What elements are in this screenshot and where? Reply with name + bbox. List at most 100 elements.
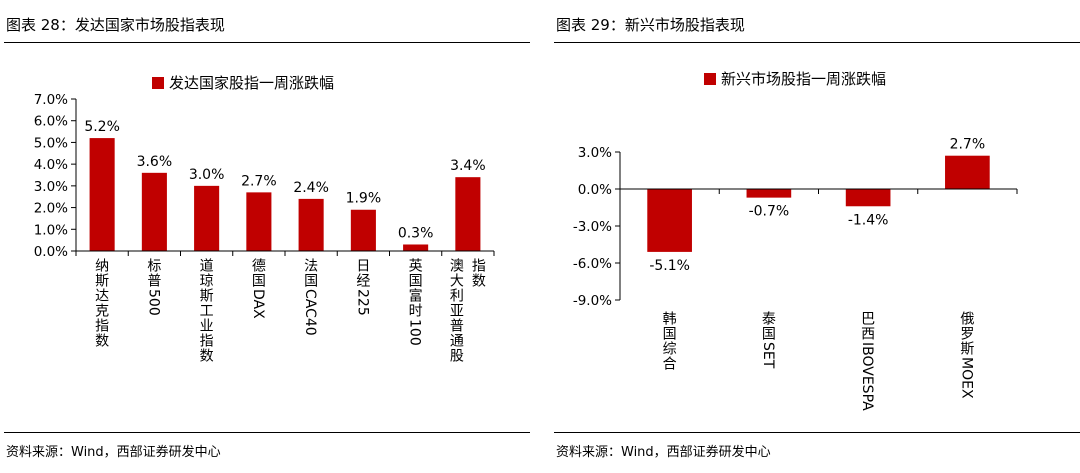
em-category-label-char: 韩 [663,311,677,327]
em-category-label-run: IBOVESPA [859,342,875,411]
dev-category-label-char: 克 [95,303,109,319]
figure-29-title: 图表 29：新兴市场股指表现 [556,16,745,34]
em-category-label-char: 西 [861,326,875,342]
dev-category-label-char: 国 [252,273,266,289]
dev-category-label-char: 斯 [200,288,214,304]
figure-28-source: 资料来源：Wind，西部证券研发中心 [6,445,221,460]
em-bar [647,189,692,252]
dev-category-label-run: 225 [354,289,370,316]
dev-category-label-char: 通 [450,333,464,349]
em-bar [845,189,891,207]
em-category-label-run: SET [760,342,776,369]
dev-data-label: 5.2% [84,119,120,135]
dev-y-tick-label: 2.0% [34,201,68,217]
dev-category-label-char: 大 [450,273,464,289]
dev-bar [141,172,167,251]
dev-category-label-char: 普 [147,273,161,289]
emerging-markets-bar-chart: 新兴市场股指一周涨跌幅 -9.0% -6.0% -3.0% 0.0% 3.0% -5.1% -… [573,70,1018,411]
em-y-tick-label: 3.0% [578,145,612,161]
em-category-label-char: 巴 [861,311,875,327]
dev-category-label-char: 普 [450,318,464,334]
dev-data-label: 2.4% [293,180,329,196]
em-category-label-char: 斯 [960,341,974,357]
dev-category-label-char: 数 [95,333,109,349]
em-legend-swatch [704,73,716,85]
dev-category-label-run: DAX [250,289,266,319]
dev-category-label-char: 道 [200,258,214,274]
dev-data-label: 0.3% [398,225,434,241]
dev-data-label: 2.7% [241,173,277,189]
dev-category-label-run: 100 [407,319,423,346]
dev-category-label-char: 时 [409,303,423,319]
em-bar [945,155,990,189]
dev-data-label: 1.9% [346,191,382,207]
dev-category-label-run: 500 [145,289,161,316]
em-y-tick-label: 0.0% [578,182,612,198]
em-data-label: -1.4% [848,212,889,228]
em-data-label: -5.1% [649,258,690,274]
dev-category-label-char: 利 [450,288,464,304]
dev-category-label-char: 日 [356,258,370,274]
em-category-label-char: 俄 [960,311,974,327]
em-y-tick-label: -6.0% [573,256,612,272]
dev-y-tick-label: 6.0% [34,114,68,130]
dev-y-tick-label: 1.0% [34,222,68,238]
dev-legend-swatch [152,77,164,89]
dev-y-tick-label: 4.0% [34,157,68,173]
dev-category-label-char: 斯 [95,273,109,289]
dev-y-tick-label: 5.0% [34,135,68,151]
em-data-label: -0.7% [749,204,790,220]
em-legend-text: 新兴市场股指一周涨跌幅 [721,70,886,88]
figure-28-title: 图表 28：发达国家市场股指表现 [6,16,225,34]
dev-y-tick-label: 3.0% [34,179,68,195]
figure-28-bottom-rule [4,432,530,433]
dev-bar [246,192,272,251]
dev-category-label-char: 英 [409,257,423,274]
dev-category-label-char: 德 [252,258,266,274]
dev-category-label-char: 法 [304,258,318,274]
dev-category-label-run: CAC40 [302,289,318,336]
dev-bar [403,244,429,251]
dev-bar [455,177,481,251]
dev-category-label-char: 国 [304,273,318,289]
em-y-tick-label: -9.0% [573,293,612,309]
dev-category-label-char: 数 [200,348,214,364]
figure-28-top-rule [4,42,530,43]
dev-legend-text: 发达国家股指一周涨跌幅 [169,74,334,92]
dev-category-label-char: 业 [200,318,214,334]
figure-29-bottom-rule [554,432,1080,433]
em-y-tick-label: -3.0% [573,219,612,235]
dev-category-label-char: 工 [200,303,214,319]
dev-category-label-char: 股 [450,348,464,364]
dev-category-label-char: 指 [95,318,109,334]
dev-data-label: 3.0% [189,167,225,183]
dev-category-label-char: 国 [409,273,423,289]
dev-category-label-char: 琼 [200,273,214,289]
em-category-label-char: 罗 [960,326,974,342]
dev-category-label-char: 指 [200,333,214,349]
dev-category-label-char: 指 [472,258,486,274]
em-category-label-char: 国 [762,326,776,342]
dev-category-label-char: 达 [95,288,109,304]
dev-y-tick-label: 7.0% [34,92,68,108]
dev-category-label-char: 纳 [95,258,109,274]
dev-category-label-char: 富 [409,287,423,304]
dev-bar [89,138,115,251]
dev-bar [350,209,376,251]
dev-category-label-char: 数 [472,273,486,289]
figure-28-panel: 图表 28：发达国家市场股指表现 发达国家股指一周涨跌幅 0.0% 1.0% 2.0%… [0,0,530,473]
em-category-label-char: 合 [663,356,677,372]
dev-category-label-char: 亚 [450,303,464,319]
dev-bar [194,185,220,251]
dev-y-tick-label: 0.0% [34,244,68,260]
em-category-label-char: 泰 [762,311,776,327]
figure-29-top-rule [554,42,1080,43]
dev-data-label: 3.4% [450,158,486,174]
em-category-label-char: 综 [663,341,677,357]
dev-category-label-char: 标 [147,258,161,274]
figure-29-panel: 图表 29：新兴市场股指表现 新兴市场股指一周涨跌幅 -9.0% -6.0% -3.0… [550,0,1080,473]
figure-29-source: 资料来源：Wind，西部证券研发中心 [556,445,771,460]
em-category-label-run: MOEX [958,357,974,399]
dev-bar [298,198,324,251]
dev-category-label-char: 澳 [450,258,464,274]
